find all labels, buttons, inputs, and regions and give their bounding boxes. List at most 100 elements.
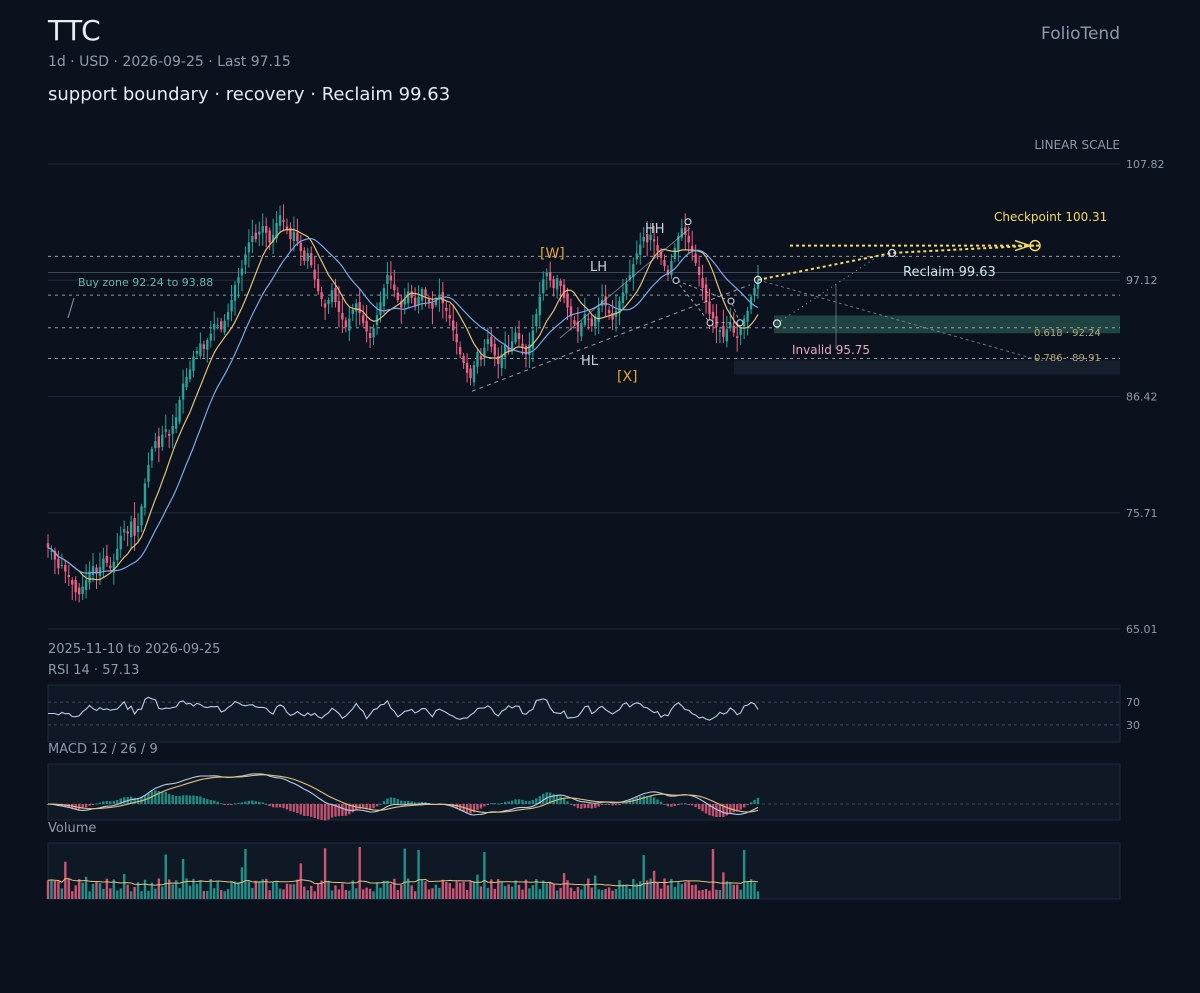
macd-histogram-bar: [753, 799, 756, 804]
macd-histogram-bar: [580, 804, 583, 809]
volume-bar: [60, 888, 64, 899]
scale-toggle[interactable]: LINEAR SCALE: [1034, 138, 1120, 152]
candle-body: [597, 307, 600, 322]
volume-bar: [219, 890, 223, 899]
volume-bar: [635, 883, 638, 899]
buy-zone-box: [774, 315, 1120, 334]
candle-body: [583, 314, 587, 325]
candle-body: [361, 315, 365, 323]
candle-body: [244, 254, 247, 265]
volume-bar: [213, 888, 216, 899]
volume-bar: [233, 881, 237, 899]
candle-body: [625, 283, 628, 294]
macd-panel: [46, 763, 1121, 821]
candle-body: [666, 269, 670, 276]
volume-bar: [188, 885, 192, 899]
macd-histogram-bar: [310, 804, 313, 817]
candle-body: [64, 565, 67, 572]
volume-bar: [521, 889, 524, 899]
volume-bar: [514, 880, 517, 899]
candle-body: [264, 226, 268, 233]
macd-histogram-bar: [247, 800, 251, 804]
volume-bar: [597, 889, 600, 899]
volume-bar: [704, 889, 708, 899]
candle-body: [559, 280, 562, 286]
macd-histogram-bar: [219, 803, 223, 805]
macd-histogram-bar: [303, 804, 306, 816]
macd-histogram-bar: [285, 804, 289, 810]
moving-averages: [47, 229, 759, 581]
macd-histogram-bar: [213, 800, 216, 804]
candle-body: [736, 336, 739, 339]
pivot-marker: [684, 218, 692, 226]
y-tick-label: 97.12: [1126, 274, 1158, 287]
volume-bar: [427, 889, 431, 899]
volume-bar: [199, 880, 202, 899]
fib-786-label: 0.786 · 89.91: [1034, 353, 1101, 364]
macd-histogram-bar: [396, 799, 400, 804]
macd-histogram-bar: [95, 803, 98, 805]
macd-histogram-bar: [157, 791, 161, 804]
volume-bar: [452, 888, 455, 899]
volume-bar: [465, 889, 469, 899]
candle-body: [690, 245, 694, 252]
volume-bar: [247, 881, 251, 899]
volume-bar: [379, 887, 382, 899]
candle-body: [316, 278, 320, 292]
rsi-level-label: 70: [1126, 696, 1140, 709]
macd-histogram-bar: [576, 804, 580, 809]
volume-bar: [555, 890, 559, 899]
volume-bar: [607, 887, 611, 899]
wave-x-label: [X]: [617, 369, 638, 385]
ma-fast-line: [47, 229, 759, 581]
candle-body: [216, 324, 219, 327]
candle-body: [656, 245, 659, 252]
volume-bar: [510, 886, 514, 899]
candle-body: [258, 231, 261, 235]
volume-bar: [365, 887, 368, 899]
macd-histogram-bar: [154, 790, 157, 804]
volume-bar: [507, 884, 510, 899]
macd-histogram-bar: [413, 802, 417, 804]
volume-bar: [154, 888, 157, 899]
macd-histogram-bar: [548, 792, 552, 804]
trend-line: [471, 284, 751, 392]
volume-bar: [403, 848, 406, 899]
macd-histogram-bar: [715, 804, 718, 818]
candle-body: [542, 279, 545, 294]
candle-body: [310, 253, 313, 266]
candle-body: [303, 250, 306, 261]
volume-bar: [569, 887, 573, 899]
volume-bar: [483, 852, 486, 899]
candle-body: [271, 234, 275, 243]
candle-body: [483, 347, 486, 357]
volume-bar: [739, 889, 742, 899]
volume-bar: [310, 885, 313, 899]
macd-histogram-bar: [226, 804, 230, 805]
candle-body: [348, 318, 351, 331]
macd-histogram-bar: [382, 801, 386, 804]
macd-histogram-bar: [649, 796, 652, 804]
macd-histogram-bar: [81, 804, 84, 809]
candle-body: [202, 344, 206, 349]
candle-body: [185, 377, 188, 388]
candle-body: [420, 289, 424, 301]
macd-histogram-bar: [507, 801, 510, 804]
candle-body: [226, 311, 230, 320]
volume-bar: [632, 879, 635, 899]
volume-bar: [455, 881, 458, 899]
macd-histogram-bar: [535, 798, 538, 804]
volume-bar: [580, 889, 583, 899]
volume-bar: [722, 872, 725, 899]
macd-histogram-bar: [628, 800, 632, 804]
candle-body: [365, 320, 368, 332]
candle-body: [368, 333, 372, 339]
volume-bar: [500, 881, 503, 899]
macd-histogram-bar: [417, 802, 420, 804]
macd-histogram-bar: [590, 804, 593, 809]
volume-bar: [129, 891, 133, 899]
pivot-marker: [706, 319, 714, 327]
candle-body: [448, 315, 451, 319]
volume-bar: [642, 855, 645, 899]
